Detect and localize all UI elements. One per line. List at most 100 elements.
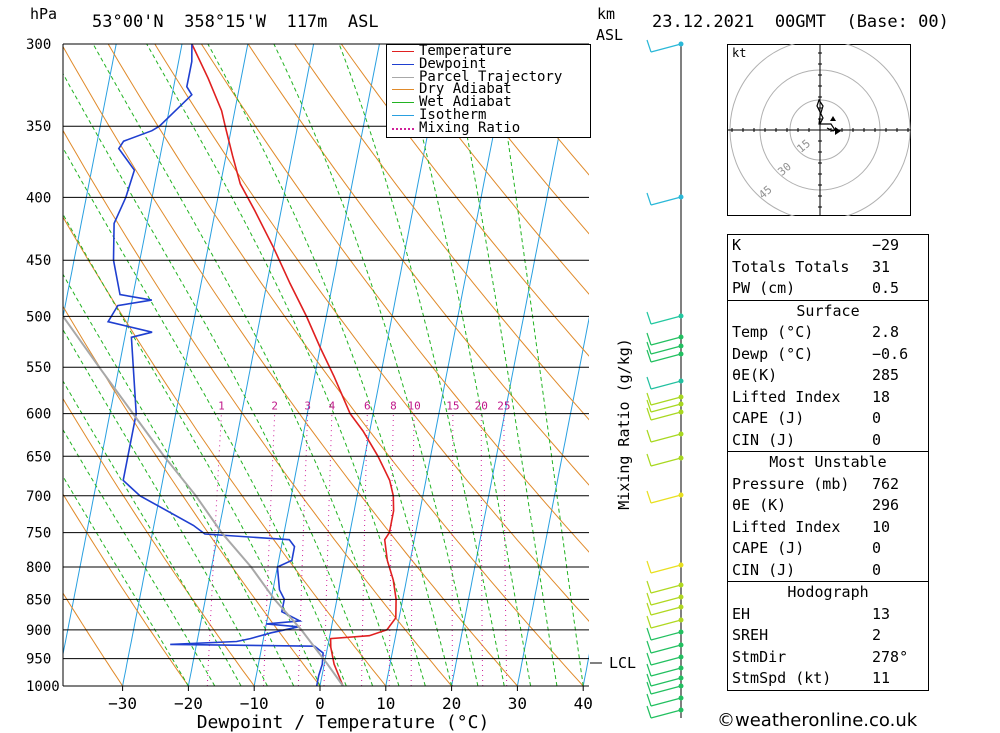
x-tick-label: 10	[376, 694, 395, 713]
wind-barb-flag	[646, 39, 652, 53]
stat-label: CAPE (J)	[732, 409, 805, 427]
wind-barb-flag	[646, 341, 652, 355]
stat-row: Dewp (°C) −0.6	[728, 344, 928, 366]
y-tick-label: 950	[26, 652, 51, 668]
y-tick-label: 300	[26, 37, 51, 53]
wind-barb-flag	[646, 705, 652, 719]
stat-value: 0	[872, 539, 882, 557]
stat-row: CIN (J) 0	[728, 430, 928, 452]
location-title: 53°00'N 358°15'W 117m ASL	[92, 12, 379, 32]
wind-barb-flag	[646, 192, 652, 206]
mixing-ratio-label: 8	[390, 400, 397, 413]
mixing-ratio-line	[361, 413, 368, 686]
legend-entry: Temperature	[387, 44, 590, 58]
mixing-ratio-label: 6	[364, 400, 371, 413]
isotherm-line	[516, 316, 589, 686]
x-tick-label: 40	[574, 694, 593, 713]
mixing-ratio-label: 1	[218, 400, 225, 413]
wind-level-dot	[678, 41, 684, 47]
wind-barb	[650, 677, 682, 687]
legend-label: Dewpoint	[419, 55, 487, 72]
legend-entry: Dry Adiabat	[387, 81, 590, 98]
legend-swatch	[392, 63, 414, 65]
wind-barb	[650, 353, 682, 363]
dry-adiabat-line	[387, 44, 589, 295]
legend-label: Dry Adiabat	[419, 81, 512, 98]
wind-barb-flag	[646, 376, 652, 390]
wind-barb	[650, 345, 682, 355]
y-tick-label: 600	[26, 407, 51, 423]
wind-level-dot	[678, 654, 684, 660]
asl-label: ASL	[596, 26, 624, 44]
stat-label: StmSpd (kt)	[732, 669, 832, 687]
wind-level-dot	[678, 629, 684, 635]
stat-row: CAPE (J) 0	[728, 538, 928, 560]
wind-level-dot	[678, 675, 684, 681]
wind-barb	[650, 43, 682, 53]
wind-barb-flag	[646, 592, 652, 606]
stat-row: θE (K) 296	[728, 495, 928, 517]
stat-row: Pressure (mb) 762	[728, 474, 928, 496]
wind-level-dot	[678, 351, 684, 357]
x-tick-label: 20	[442, 694, 461, 713]
wind-level-dot	[678, 334, 684, 340]
mixing-ratio-label: 4	[329, 400, 336, 413]
wind-barb-flag	[646, 453, 652, 467]
stat-value: 10	[872, 517, 891, 536]
pressure-unit-label: hPa	[30, 5, 58, 23]
wind-barb	[650, 619, 682, 629]
stat-row: Lifted Index 18	[728, 387, 928, 409]
wind-level-dot	[678, 604, 684, 610]
y-tick-label: 700	[26, 489, 51, 505]
x-tick-label: 0	[315, 694, 325, 713]
dry-adiabat-line	[480, 44, 589, 176]
stat-row: Totals Totals 31	[728, 257, 928, 279]
stat-label: CIN (J)	[732, 430, 796, 449]
stat-row: θE(K) 285	[728, 365, 928, 387]
wind-level-dot	[678, 582, 684, 588]
stat-label: K	[732, 236, 742, 254]
wet-adiabat-line	[63, 72, 374, 686]
dewpoint-series-line	[106, 44, 324, 686]
wind-level-dot	[678, 431, 684, 437]
legend-entry: Isotherm	[387, 108, 590, 122]
parcel-trajectory-series-line	[63, 314, 344, 686]
stat-label: CAPE (J)	[732, 539, 805, 557]
wind-barb-flag	[646, 580, 652, 594]
stat-value: 0	[872, 560, 882, 579]
stat-label: SREH	[732, 626, 769, 644]
wind-barb-flag	[646, 663, 652, 677]
wind-level-dot	[678, 455, 684, 461]
wind-barb	[650, 709, 682, 719]
isotherm-line	[187, 44, 315, 686]
wind-level-dot	[678, 617, 684, 623]
y-tick-label: 550	[26, 360, 51, 376]
hodograph-trace	[816, 98, 836, 132]
wind-barb	[650, 380, 682, 390]
mixing-ratio-label: 25	[497, 400, 510, 413]
datetime-title: 23.12.2021 00GMT (Base: 00)	[652, 12, 949, 32]
wet-adiabat-line	[63, 475, 189, 686]
dry-adiabat-line	[340, 44, 589, 357]
wind-level-dot	[678, 409, 684, 415]
y-tick-label: 400	[26, 190, 51, 206]
stat-row: Lifted Index 10	[728, 517, 928, 539]
stat-value: 296	[872, 496, 900, 514]
legend-label: Wet Adiabat	[419, 94, 512, 111]
wind-level-dot	[678, 562, 684, 568]
wind-barb	[650, 336, 682, 346]
stat-value: 2	[872, 626, 882, 644]
wind-barb-flag	[646, 693, 652, 707]
dry-adiabat-line	[154, 44, 589, 622]
wind-barb-flag	[646, 560, 652, 574]
stat-row: EH 13	[728, 604, 928, 626]
stat-label: Dewp (°C)	[732, 344, 814, 363]
isotherm-line	[253, 44, 380, 686]
stat-row: CAPE (J) 0	[728, 408, 928, 430]
stat-row: Temp (°C) 2.8	[728, 322, 928, 344]
legend-swatch	[392, 102, 414, 104]
x-tick-label: −20	[174, 694, 203, 713]
y-tick-label: 900	[26, 623, 51, 639]
wind-level-dot	[678, 343, 684, 349]
stat-label: θE(K)	[732, 366, 778, 384]
